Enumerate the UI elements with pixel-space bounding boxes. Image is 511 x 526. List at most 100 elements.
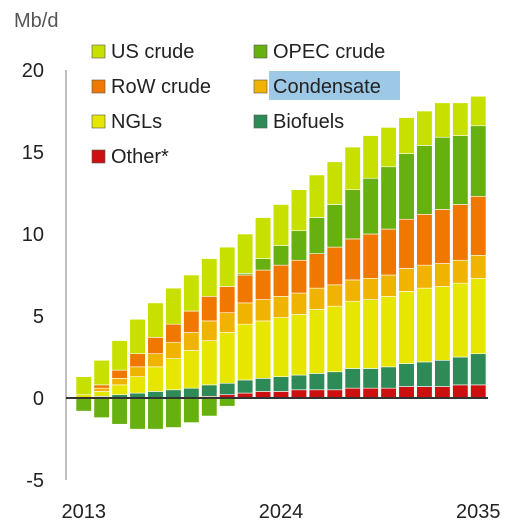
bar-opec-crude — [272, 245, 290, 266]
bar-other — [326, 389, 343, 399]
bar-ngls — [380, 296, 397, 368]
bar-row-crude — [111, 369, 128, 379]
bar-biofuels — [219, 382, 236, 396]
bar-us-crude — [165, 287, 182, 325]
bar-other — [344, 387, 361, 399]
bar-us-crude — [398, 117, 415, 154]
bar-other — [362, 387, 379, 399]
bar-ngls — [237, 323, 254, 381]
bar-ngls — [183, 350, 200, 389]
bar-condensate — [237, 302, 254, 325]
y-tick-label: 20 — [22, 60, 44, 82]
y-tick-label: -5 — [26, 470, 44, 492]
bar-opec-crude — [362, 177, 379, 235]
y-tick-labels: -5 0 5 10 15 20 — [22, 60, 44, 492]
bar-ngls — [111, 384, 128, 396]
bar-ngls — [308, 309, 325, 374]
bar-opec-crude — [219, 397, 236, 407]
bar-biofuels — [380, 366, 397, 389]
bar-ngls — [147, 366, 164, 392]
bar-row-crude — [147, 337, 164, 355]
legend-item-row-crude: RoW crude — [91, 76, 211, 98]
bar-us-crude — [326, 161, 343, 205]
bar-condensate — [255, 299, 272, 322]
bar-ngls — [93, 391, 110, 397]
x-tick-labels: 2013 2024 2035 — [62, 501, 501, 523]
bar-opec-crude — [398, 153, 415, 220]
bar-condensate — [380, 274, 397, 297]
bar-condensate — [183, 332, 200, 351]
bar-opec-crude — [147, 397, 164, 430]
bar-biofuels — [398, 363, 415, 387]
bar-row-crude — [290, 259, 307, 294]
bar-opec-crude — [201, 397, 218, 417]
legend-swatch — [253, 79, 268, 94]
legend-label: RoW crude — [111, 76, 211, 98]
bar-other — [434, 386, 451, 399]
bar-us-crude — [201, 258, 218, 297]
bar-row-crude — [183, 310, 200, 333]
bar-biofuels — [470, 353, 487, 386]
bar-ngls — [398, 291, 415, 364]
bar-us-crude — [434, 102, 451, 138]
bar-condensate — [416, 264, 433, 289]
bar-opec-crude — [75, 397, 92, 412]
bar-us-crude — [290, 189, 307, 232]
bar-condensate — [344, 279, 361, 302]
y-tick-label: 0 — [33, 388, 44, 410]
legend-item-us-crude: US crude — [91, 41, 194, 63]
bar-opec-crude — [470, 125, 487, 197]
bar-other — [380, 387, 397, 399]
bar-opec-crude — [290, 230, 307, 261]
bar-us-crude — [344, 146, 361, 191]
bar-ngls — [434, 286, 451, 361]
bar-other — [308, 389, 325, 399]
bar-row-crude — [201, 296, 218, 322]
bar-us-crude — [380, 127, 397, 168]
bar-row-crude — [380, 228, 397, 276]
bar-condensate — [165, 341, 182, 359]
bar-ngls — [326, 305, 343, 373]
bar-us-crude — [452, 102, 469, 136]
bar-condensate — [272, 296, 290, 318]
bar-condensate — [452, 259, 469, 284]
y-tick-label: 15 — [22, 142, 44, 164]
bar-biofuels — [344, 368, 361, 389]
bar-condensate — [129, 366, 146, 377]
bar-us-crude — [219, 246, 236, 287]
bar-opec-crude — [344, 189, 361, 240]
bar-us-crude — [362, 135, 379, 179]
bar-biofuels — [434, 359, 451, 387]
bar-other — [452, 384, 469, 399]
bar-us-crude — [129, 318, 146, 355]
y-tick-label: 10 — [22, 224, 44, 246]
bar-condensate — [219, 312, 236, 333]
bar-biofuels — [272, 376, 290, 392]
bar-us-crude — [272, 204, 290, 246]
bar-row-crude — [129, 353, 146, 368]
legend-item-condensate: Condensate — [253, 71, 400, 100]
bar-us-crude — [183, 274, 200, 312]
bar-row-crude — [362, 233, 379, 279]
bar-row-crude — [398, 218, 415, 269]
bar-us-crude — [308, 174, 325, 218]
bar-condensate — [290, 292, 307, 315]
bar-opec-crude — [165, 397, 182, 428]
legend: US crude OPEC crude RoW crude Condensate NGL… — [91, 41, 400, 168]
legend-item-biofuels: Biofuels — [253, 111, 344, 133]
bar-us-crude — [470, 95, 487, 127]
bar-other — [290, 389, 307, 399]
bar-us-crude — [237, 233, 254, 274]
bar-other — [398, 386, 415, 399]
bar-opec-crude — [129, 397, 146, 430]
bar-opec-crude — [255, 258, 272, 271]
bar-condensate — [308, 287, 325, 310]
legend-label: US crude — [111, 41, 194, 63]
bar-row-crude — [434, 209, 451, 264]
bar-row-crude — [93, 384, 110, 389]
bar-condensate — [434, 263, 451, 287]
y-axis-unit-label: Mb/d — [14, 10, 58, 32]
x-tick-label: 2035 — [456, 501, 501, 523]
bar-ngls — [272, 317, 290, 377]
bar-ngls — [165, 358, 182, 391]
